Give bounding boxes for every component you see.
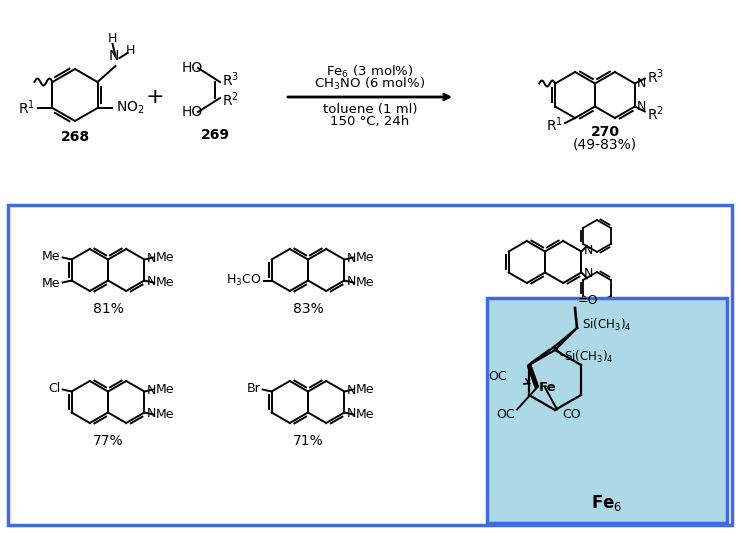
Text: Me: Me [155, 408, 174, 421]
Text: 50%: 50% [538, 304, 568, 318]
Text: Cl: Cl [48, 382, 61, 395]
Text: 77%: 77% [92, 434, 124, 448]
Text: Me: Me [355, 251, 374, 264]
Text: H: H [126, 44, 135, 56]
Text: H$_3$CO: H$_3$CO [226, 273, 262, 288]
Text: OC: OC [488, 370, 507, 383]
Text: N: N [346, 252, 356, 265]
Bar [8, 205, 732, 525]
Text: R$^1$: R$^1$ [18, 99, 36, 117]
Text: N: N [637, 100, 646, 113]
Text: HO: HO [182, 61, 204, 75]
Text: Me: Me [155, 276, 174, 289]
Text: 81%: 81% [92, 302, 124, 316]
Text: CO: CO [562, 408, 581, 421]
Text: Me: Me [155, 251, 174, 264]
Text: H: H [108, 33, 117, 45]
Text: 83%: 83% [292, 302, 323, 316]
Text: N: N [346, 384, 356, 397]
Text: N: N [108, 49, 118, 63]
Text: HO: HO [182, 105, 204, 119]
Text: Br: Br [247, 382, 260, 395]
Text: Si(CH$_3$)$_4$: Si(CH$_3$)$_4$ [564, 349, 613, 365]
Text: Me: Me [355, 408, 374, 421]
Text: =O: =O [578, 295, 599, 308]
Text: N: N [147, 252, 155, 265]
Text: 268: 268 [61, 130, 90, 144]
Text: R$^3$: R$^3$ [647, 67, 664, 86]
Text: 150 °C, 24h: 150 °C, 24h [330, 116, 410, 128]
Text: Me: Me [355, 383, 374, 396]
Bar [487, 298, 727, 523]
Text: 71%: 71% [292, 434, 323, 448]
Text: Me: Me [42, 277, 61, 290]
Bar [0, 0, 740, 200]
Text: Si(CH$_3$)$_4$: Si(CH$_3$)$_4$ [582, 317, 631, 333]
Text: R$^1$: R$^1$ [546, 116, 563, 134]
Text: +: + [146, 87, 164, 107]
Text: OC: OC [497, 408, 515, 421]
FancyArrow shape [528, 365, 539, 388]
Text: Me: Me [42, 250, 61, 263]
Text: (49-83%): (49-83%) [573, 137, 637, 151]
Text: N: N [637, 77, 646, 90]
Text: N: N [583, 267, 593, 280]
Text: R$^3$: R$^3$ [222, 71, 239, 90]
Text: Me: Me [355, 276, 374, 289]
Text: N: N [147, 407, 155, 420]
Text: 270: 270 [591, 125, 619, 139]
Text: N: N [346, 407, 356, 420]
Text: N: N [147, 275, 155, 288]
Text: R$^2$: R$^2$ [647, 104, 664, 123]
Text: N: N [147, 384, 155, 397]
Text: NO$_2$: NO$_2$ [115, 100, 144, 116]
Text: N: N [346, 275, 356, 288]
Text: Fe$_6$ (3 mol%): Fe$_6$ (3 mol%) [326, 64, 414, 80]
Text: N: N [583, 244, 593, 257]
Text: Fe$_6$: Fe$_6$ [591, 493, 622, 513]
Text: 269: 269 [201, 128, 229, 142]
Text: toluene (1 ml): toluene (1 ml) [323, 103, 417, 117]
Text: R$^2$: R$^2$ [222, 91, 239, 109]
Text: Me: Me [155, 383, 174, 396]
Text: CH$_3$NO (6 mol%): CH$_3$NO (6 mol%) [314, 76, 426, 92]
Text: Fe: Fe [539, 381, 556, 394]
